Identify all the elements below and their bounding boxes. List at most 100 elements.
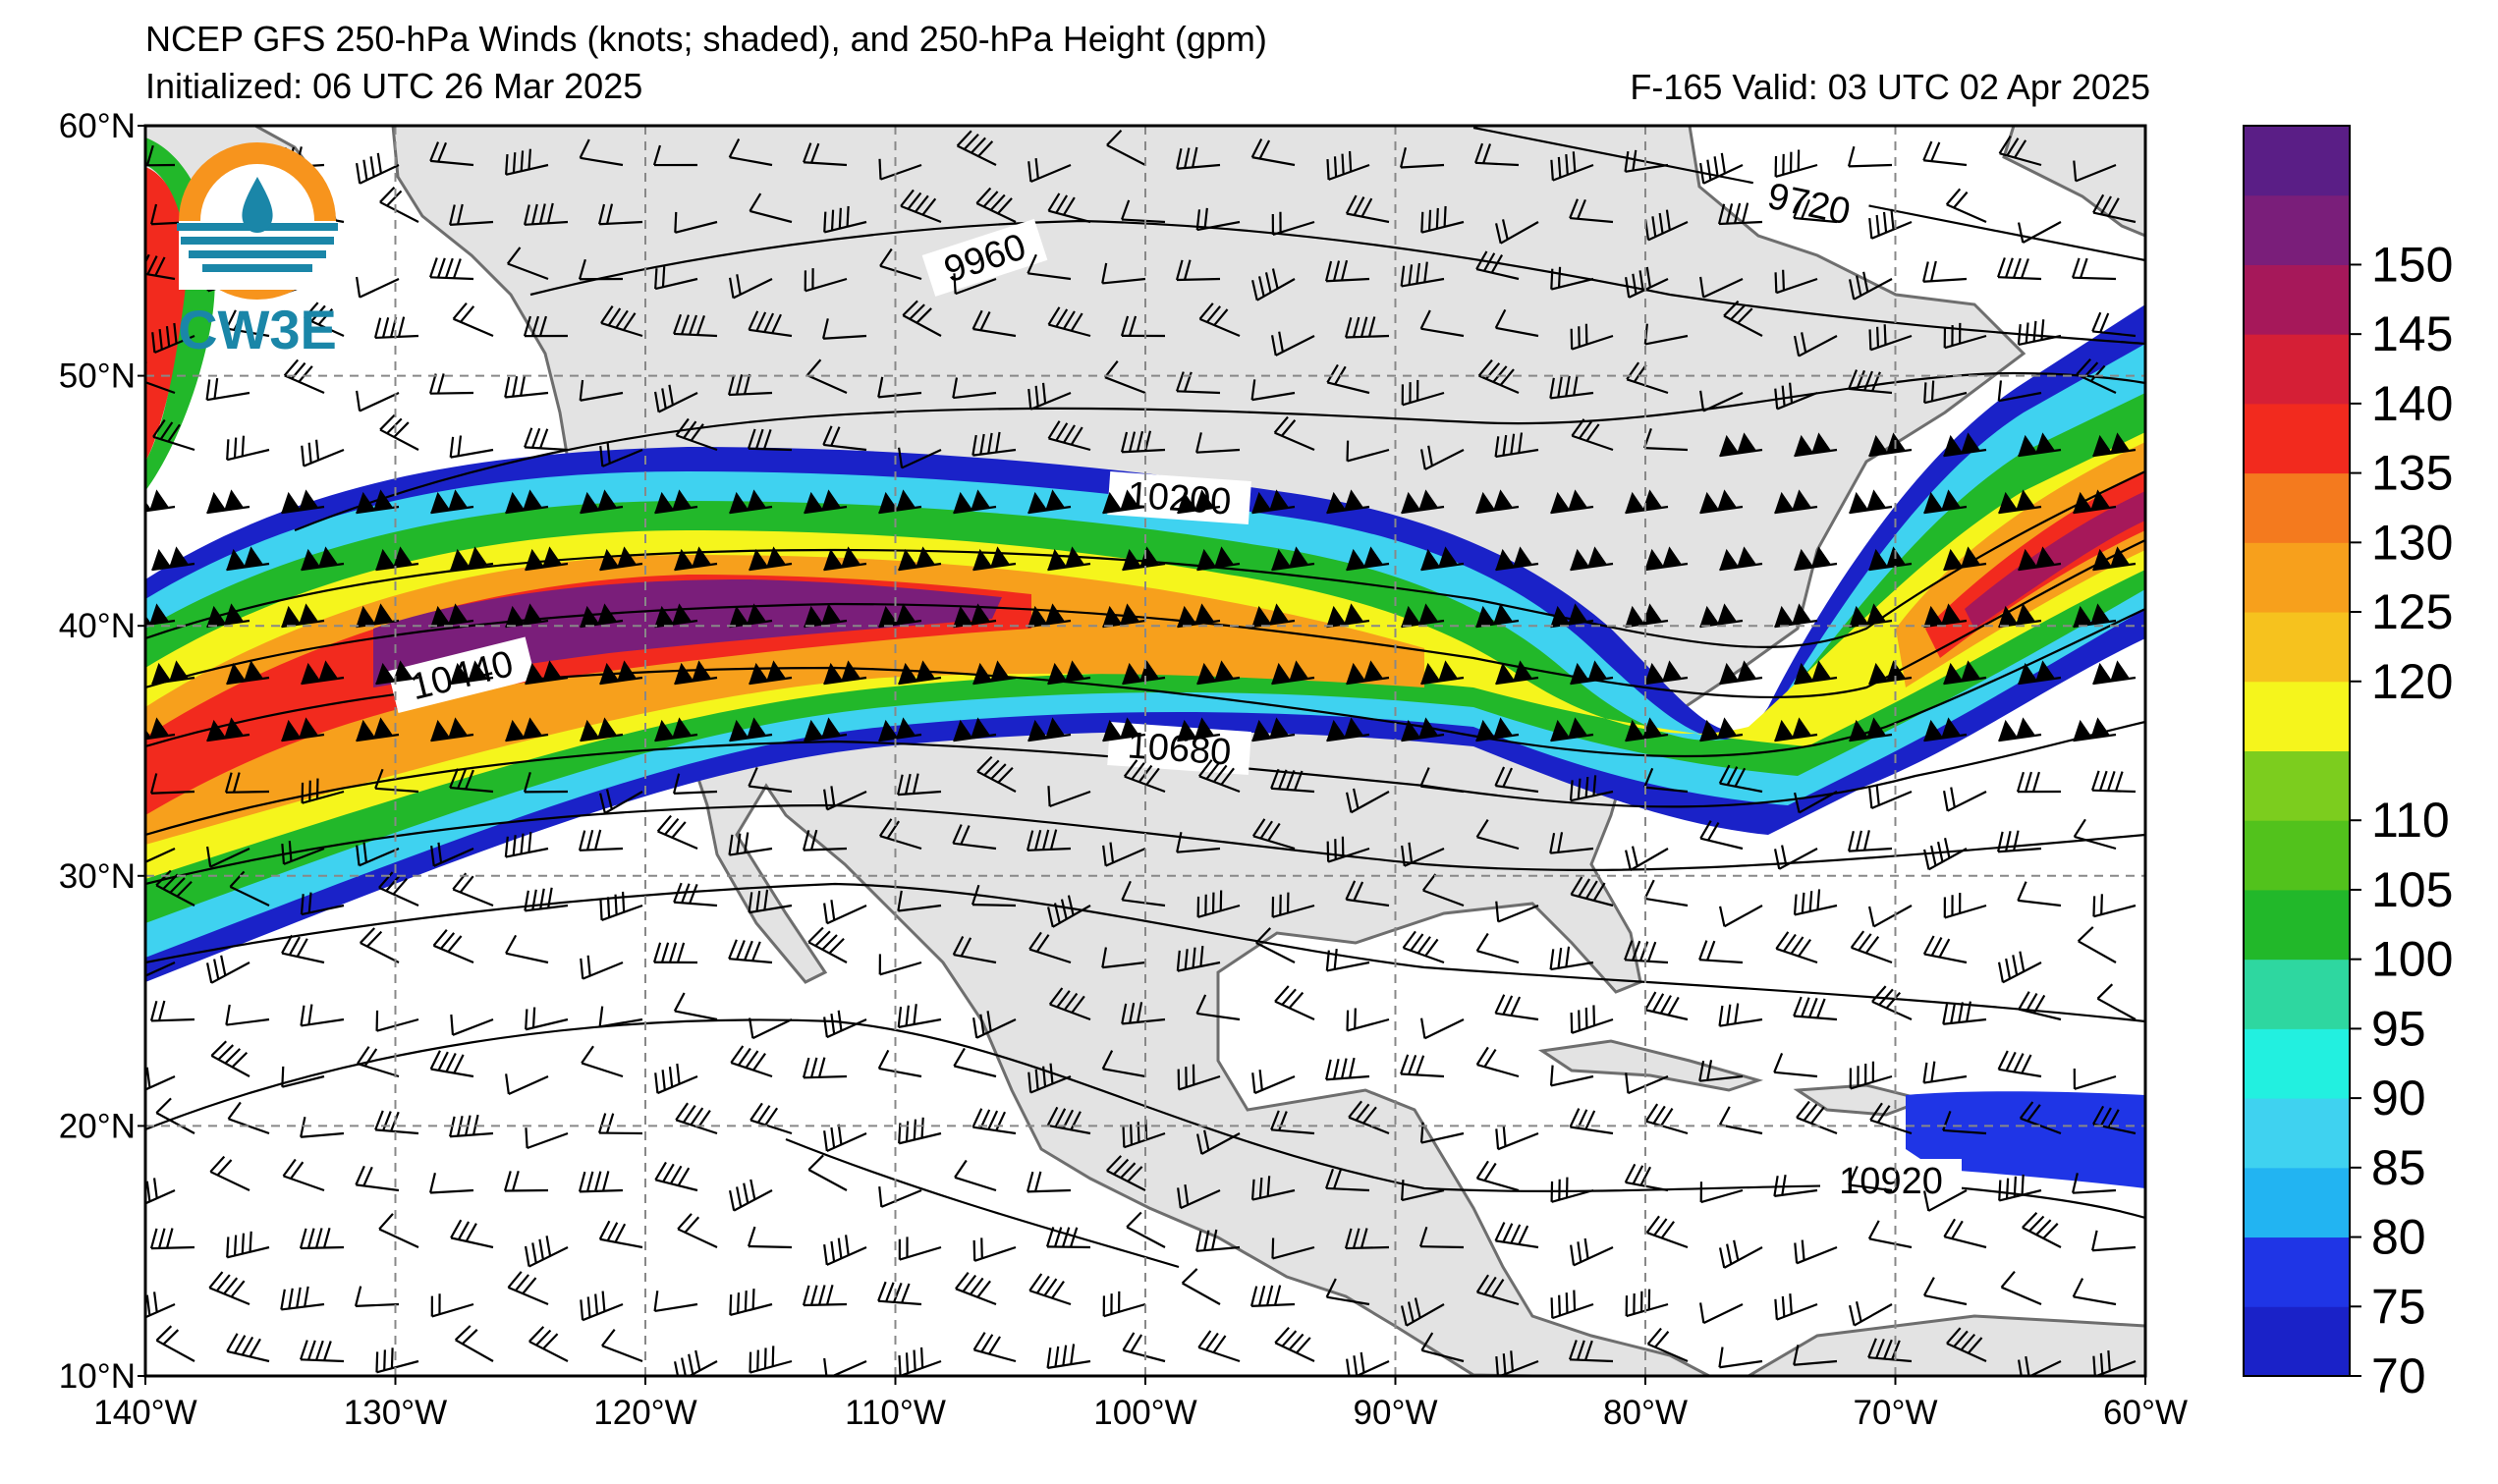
wind-barb-icon	[1570, 546, 1614, 572]
wind-barb-icon	[1644, 991, 1689, 1021]
wind-barb-icon	[1026, 1171, 1072, 1193]
wind-barb-icon	[205, 955, 250, 984]
wind-barb-icon	[1943, 432, 1987, 458]
wind-barb-icon	[1644, 1103, 1689, 1135]
wind-barb-icon	[749, 1102, 793, 1135]
wind-barb-icon	[1849, 1301, 1893, 1327]
wind-barb-icon	[505, 717, 549, 742]
wind-barb-icon	[1477, 358, 1520, 395]
wind-barb-icon	[1325, 1278, 1370, 1306]
wind-barb-icon	[1494, 432, 1539, 459]
wind-barb-icon	[728, 138, 773, 167]
wind-barb-icon	[807, 926, 848, 963]
logo-drop-icon	[242, 177, 273, 233]
wind-barb-icon	[1997, 380, 2042, 403]
wind-barb-icon	[356, 276, 400, 299]
wind-barb-icon	[378, 1213, 419, 1248]
wind-barb-icon	[450, 660, 494, 686]
wind-barb-icon	[1196, 890, 1241, 918]
wind-barb-icon	[654, 266, 698, 291]
wind-barb-icon	[600, 305, 643, 338]
wind-barb-icon	[2092, 546, 2137, 572]
wind-barb-icon	[823, 546, 867, 572]
wind-barb-icon	[1325, 1168, 1370, 1192]
wind-barb-icon	[1494, 766, 1539, 794]
contour-9960	[529, 219, 2145, 346]
wind-barb-icon	[955, 1272, 997, 1306]
colorbar-label: 125	[2371, 584, 2453, 639]
wind-barb-icon	[729, 603, 773, 629]
wind-barb-icon	[802, 1285, 848, 1307]
latitude-labels: 60°N 50°N 40°N 30°N 20°N 10°N	[59, 107, 145, 1396]
wind-barb-icon	[145, 253, 176, 281]
wind-barb-icon	[823, 1010, 867, 1039]
wind-barb-icon	[2072, 1173, 2117, 1194]
wind-barb-icon	[952, 824, 997, 851]
wind-barb-icon	[1400, 261, 1445, 288]
wind-barb-icon	[1867, 1220, 1913, 1249]
wind-barb-icon	[504, 832, 549, 858]
wind-barb-icon	[1274, 985, 1315, 1021]
wind-barb-icon	[877, 1281, 922, 1306]
wind-barb-icon	[225, 1004, 270, 1026]
wind-barb-icon	[1794, 660, 1838, 686]
wind-barb-icon	[374, 768, 419, 794]
wind-barb-icon	[972, 1011, 1017, 1039]
wind-barb-icon	[1868, 208, 1913, 240]
wind-barb-icon	[599, 660, 643, 686]
wind-barb-icon	[1274, 1326, 1315, 1362]
wind-barb-icon	[2072, 1278, 2117, 1306]
wind-barb-icon	[1251, 1070, 1296, 1095]
wind-barb-icon	[579, 138, 624, 167]
wind-barb-icon	[654, 1063, 698, 1095]
wind-barb-icon	[454, 1325, 494, 1362]
wind-barb-icon	[597, 1113, 643, 1135]
wind-barb-icon	[580, 489, 624, 515]
wind-barb-icon	[1195, 994, 1241, 1021]
wind-barb-icon	[1401, 717, 1445, 742]
wind-barb-icon	[1027, 717, 1072, 742]
wind-barb-icon	[430, 1293, 474, 1318]
wind-barb-icon	[672, 773, 718, 796]
wind-barb-icon	[1942, 1001, 1987, 1025]
wind-barb-icon	[1251, 603, 1296, 629]
wind-barb-icon	[1401, 842, 1445, 867]
longitude-label: 70°W	[1854, 1394, 1938, 1432]
wind-barb-icon	[430, 842, 474, 867]
wind-barb-icon	[1326, 603, 1370, 629]
wind-barb-icon	[2092, 894, 2137, 918]
wind-barb-icon	[209, 1155, 250, 1191]
wind-barb-icon	[674, 660, 718, 686]
cw3e-logo: CW3E	[177, 142, 338, 360]
wind-barb-icon	[1942, 1111, 1987, 1135]
wind-barb-icon	[356, 390, 400, 412]
wind-barb-icon	[673, 992, 718, 1021]
wind-barb-icon	[1027, 158, 1072, 184]
wind-barb-icon	[1121, 1002, 1166, 1025]
colorbar-label: 120	[2371, 654, 2453, 709]
wind-barb-icon	[1101, 1050, 1146, 1078]
colorbar	[2243, 125, 2351, 1377]
wind-barb-icon	[1943, 660, 1987, 686]
wind-barb-icon	[1026, 829, 1072, 852]
wind-barb-icon	[878, 717, 922, 742]
wind-barb-icon	[2092, 1349, 2137, 1376]
longitude-labels: 140°W 130°W 120°W 110°W 100°W 90°W 80°W 70°W 60°…	[93, 1376, 2188, 1432]
wind-barb-icon	[1102, 842, 1146, 867]
wind-barb-icon	[1868, 784, 1913, 809]
wind-barb-icon	[1047, 786, 1091, 808]
wind-barb-icon	[877, 376, 922, 399]
wind-barb-icon	[1326, 150, 1370, 181]
latitude-label: 60°N	[59, 107, 136, 145]
contour-label-bg	[1747, 170, 1871, 238]
wind-barb-icon	[1625, 1289, 1669, 1318]
wind-barb-icon	[1550, 266, 1594, 291]
wind-barb-icon	[580, 717, 624, 742]
wind-barb-icon	[749, 1346, 793, 1374]
wind-barb-icon	[1718, 905, 1763, 928]
wind-barb-icon	[1646, 1327, 1689, 1363]
wind-barb-icon	[356, 717, 400, 742]
wind-barb-icon	[1625, 846, 1669, 871]
wind-barb-icon	[1176, 146, 1221, 170]
wind-barb-icon	[145, 961, 176, 982]
